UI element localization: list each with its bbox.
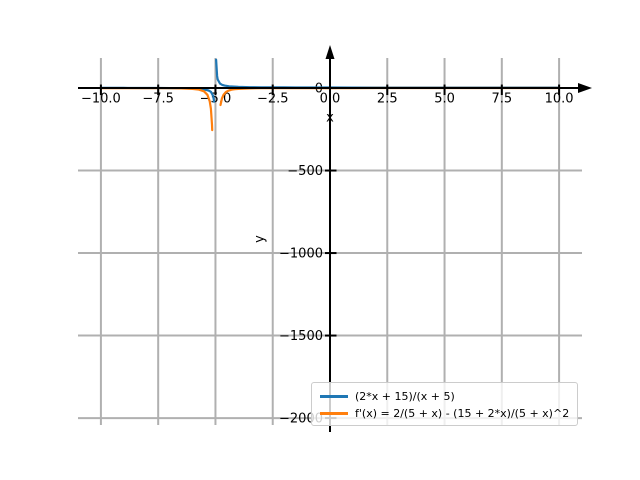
legend-label: f'(x) = 2/(5 + x) - (15 + 2*x)/(5 + x)^2 — [355, 406, 570, 420]
y-tick-label: −500 — [287, 164, 323, 179]
x-tick-label: −10.0 — [81, 92, 121, 107]
tick-label-layer: −10.0−7.5−5.0−2.50.02.55.07.510.00−500−1… — [81, 82, 574, 427]
x-tick-label: 5.0 — [434, 92, 455, 107]
legend-item: (2*x + 15)/(x + 5) — [320, 388, 577, 405]
x-axis-arrow-icon — [578, 83, 592, 93]
y-axis-label: y — [253, 235, 268, 243]
y-tick-label: −1500 — [279, 329, 323, 344]
y-axis-arrow-icon — [325, 45, 335, 59]
y-tick-label: −1000 — [279, 247, 323, 262]
x-tick-label: 7.5 — [491, 92, 512, 107]
x-tick-label: 10.0 — [545, 92, 574, 107]
x-tick-label: 2.5 — [377, 92, 398, 107]
legend-line-sample-icon — [320, 395, 348, 398]
x-tick-label: −7.5 — [142, 92, 174, 107]
legend-label: (2*x + 15)/(x + 5) — [355, 389, 455, 403]
legend-item: f'(x) = 2/(5 + x) - (15 + 2*x)/(5 + x)^2 — [320, 405, 577, 422]
legend-line-sample-icon — [320, 412, 348, 415]
legend: (2*x + 15)/(x + 5) f'(x) = 2/(5 + x) - (… — [311, 382, 578, 426]
x-tick-label: −2.5 — [257, 92, 289, 107]
axis-layer — [78, 45, 592, 432]
